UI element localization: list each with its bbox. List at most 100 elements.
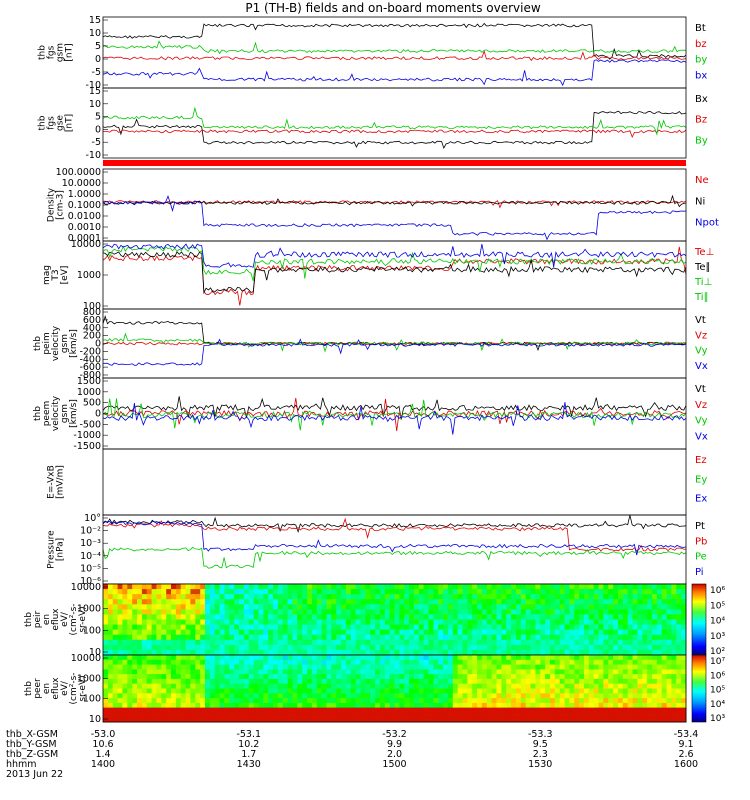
spectrogram-cell bbox=[307, 589, 313, 595]
spectrogram-cell bbox=[185, 634, 191, 641]
spectrogram-cell bbox=[676, 649, 682, 656]
colorbar-tick-label: 10⁴ bbox=[710, 617, 725, 627]
spectrogram-cell bbox=[520, 688, 527, 694]
spectrogram-cell bbox=[180, 639, 187, 646]
spectrogram-cell bbox=[413, 614, 420, 620]
spectrogram-cell bbox=[486, 629, 493, 636]
spectrogram-cell bbox=[370, 599, 376, 605]
spectrogram-cell bbox=[239, 634, 245, 641]
spectrogram-cell bbox=[516, 717, 522, 723]
spectrogram-cell bbox=[379, 589, 386, 595]
spectrogram-cell bbox=[224, 619, 230, 626]
spectrogram-cell bbox=[316, 649, 323, 656]
spectrogram-cell bbox=[219, 707, 225, 713]
spectrogram-cell bbox=[438, 702, 444, 709]
spectrogram-cell bbox=[428, 698, 434, 704]
spectrogram-cell bbox=[365, 669, 371, 675]
spectrogram-cell bbox=[146, 634, 153, 641]
spectrogram-cell bbox=[132, 717, 138, 723]
spectrogram-cell bbox=[418, 604, 425, 610]
spectrogram-cell bbox=[413, 584, 420, 590]
spectrogram-cell bbox=[443, 698, 449, 704]
spectrogram-cell bbox=[477, 634, 483, 641]
spectrogram-cell bbox=[593, 707, 600, 713]
spectrogram-cell bbox=[297, 599, 303, 605]
spectrogram-cell bbox=[579, 707, 585, 713]
spectrogram-cell bbox=[613, 678, 619, 685]
spectrogram-cell bbox=[151, 594, 157, 600]
spectrogram-cell bbox=[248, 669, 255, 675]
spectrogram-cell bbox=[627, 683, 634, 689]
spectrogram-cell bbox=[564, 634, 570, 641]
spectrogram-cell bbox=[287, 683, 293, 689]
spectrogram-cell bbox=[336, 717, 342, 723]
spectrogram-cell bbox=[486, 644, 493, 651]
spectrogram-cell bbox=[112, 634, 119, 641]
spectrogram-cell bbox=[209, 599, 216, 605]
spectrogram-cell bbox=[141, 614, 148, 620]
spectrogram-cell bbox=[433, 644, 439, 651]
spectrogram-cell bbox=[481, 717, 488, 723]
spectrogram-cell bbox=[428, 702, 434, 709]
spectrogram-cell bbox=[584, 629, 590, 636]
spectrogram-cell bbox=[321, 604, 327, 610]
spectrogram-cell bbox=[297, 669, 303, 675]
spectrogram-cell bbox=[263, 688, 269, 694]
spectrogram-cell bbox=[579, 629, 585, 636]
spectrogram-cell bbox=[146, 698, 153, 704]
spectrogram-cell bbox=[268, 688, 274, 694]
spectrogram-cell bbox=[307, 614, 313, 620]
spectrogram-cell bbox=[409, 664, 415, 670]
spectrogram-cell bbox=[302, 629, 308, 636]
spectrogram-cell bbox=[535, 659, 541, 666]
spectrogram-cell bbox=[613, 609, 619, 615]
spectrogram-cell bbox=[423, 702, 429, 709]
y-axis-label: eflux bbox=[51, 608, 61, 631]
spectrogram-cell bbox=[409, 614, 415, 620]
spectrogram-cell bbox=[486, 659, 493, 666]
spectrogram-cell bbox=[491, 649, 498, 656]
spectrogram-cell bbox=[161, 649, 167, 656]
spectrogram-cell bbox=[224, 629, 230, 636]
spectrogram-cell bbox=[486, 698, 493, 704]
spectrogram-cell bbox=[535, 599, 541, 605]
spectrogram-cell bbox=[627, 664, 634, 670]
spectrogram-cell bbox=[282, 614, 289, 620]
spectrogram-cell bbox=[127, 707, 133, 713]
spectrogram-cell bbox=[214, 624, 221, 631]
spectrogram-cell bbox=[681, 707, 687, 713]
spectrogram-cell bbox=[156, 698, 162, 704]
spectrogram-cell bbox=[273, 717, 279, 723]
spectrogram-cell bbox=[370, 589, 376, 595]
spectrogram-cell bbox=[350, 659, 357, 666]
spectrogram-cell bbox=[593, 639, 600, 646]
spectrogram-cell bbox=[579, 584, 585, 590]
spectrogram-cell bbox=[681, 717, 687, 723]
spectrogram-cell bbox=[175, 584, 182, 590]
spectrogram-cell bbox=[438, 604, 444, 610]
spectrogram-cell bbox=[200, 584, 206, 590]
spectrogram-cell bbox=[550, 698, 556, 704]
spectrogram-cell bbox=[137, 678, 143, 685]
spectrogram-cell bbox=[520, 655, 527, 661]
spectrogram-cell bbox=[642, 644, 648, 651]
spectrogram-cell bbox=[656, 629, 663, 636]
spectrogram-cell bbox=[287, 644, 293, 651]
spectrogram-cell bbox=[234, 614, 240, 620]
spectrogram-cell bbox=[302, 683, 308, 689]
spectrogram-cell bbox=[360, 707, 366, 713]
spectrogram-cell bbox=[501, 589, 507, 595]
spectrogram-cell bbox=[525, 624, 532, 631]
spectrogram-cell bbox=[112, 659, 119, 666]
spectrogram-cell bbox=[559, 599, 566, 605]
spectrogram-cell bbox=[530, 712, 536, 718]
spectrogram-cell bbox=[205, 584, 211, 590]
spectrogram-cell bbox=[321, 639, 327, 646]
spectrogram-cell bbox=[501, 707, 507, 713]
spectrogram-cell bbox=[447, 664, 454, 670]
spectrogram-cell bbox=[146, 629, 153, 636]
spectrogram-cell bbox=[603, 594, 609, 600]
spectrogram-cell bbox=[122, 629, 128, 636]
spectrogram-cell bbox=[117, 674, 123, 680]
spectrogram-cell bbox=[214, 614, 221, 620]
